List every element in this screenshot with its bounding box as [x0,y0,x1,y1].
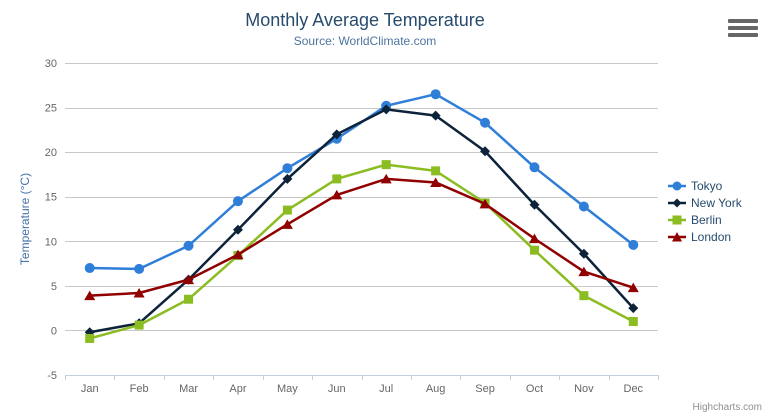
legend: Tokyo New York Berlin London [668,177,742,245]
data-point-tokyo-sep[interactable] [480,117,491,128]
legend-item-new-york[interactable]: New York [668,194,742,211]
legend-label-new-york: New York [691,195,742,210]
legend-diamond-icon [668,198,686,207]
data-point-london-aug[interactable] [430,177,442,187]
data-point-london-mar[interactable] [183,274,195,285]
data-point-new-york-apr[interactable] [232,224,243,235]
series-line-london [88,177,635,297]
hamburger-menu-icon [728,33,758,37]
x-axis-label: May [277,383,298,395]
data-point-london-oct[interactable] [528,233,540,244]
y-axis-label: 0 [51,325,57,337]
data-point-berlin-dec[interactable] [628,317,638,327]
data-point-new-york-dec[interactable] [628,303,639,314]
x-axis-label: Oct [526,383,543,395]
legend-circle-icon [668,181,686,190]
data-point-tokyo-may[interactable] [282,163,293,174]
data-point-new-york-jul[interactable] [381,104,392,115]
data-point-london-dec[interactable] [627,282,639,293]
data-point-london-apr[interactable] [232,249,244,260]
data-point-tokyo-jan[interactable] [84,263,95,274]
data-point-tokyo-dec[interactable] [628,239,639,250]
series-line-new-york [88,108,635,334]
legend-label-berlin: Berlin [691,212,722,227]
data-point-london-feb[interactable] [133,287,145,298]
chart-title: Monthly Average Temperature [245,10,485,30]
y-axis-label: 10 [45,236,57,248]
y-axis-label: 15 [45,192,57,204]
data-point-tokyo-nov[interactable] [578,201,589,212]
chart-subtitle: Source: WorldClimate.com [293,34,437,48]
credits-link[interactable]: Highcharts.com [692,402,762,413]
data-point-london-jun[interactable] [331,189,343,200]
data-point-london-may[interactable] [281,219,293,229]
data-point-berlin-oct[interactable] [529,245,539,255]
legend-label-london: London [691,229,732,244]
series-line-tokyo [88,92,635,271]
data-point-berlin-nov[interactable] [579,291,589,301]
legend-item-tokyo[interactable]: Tokyo [668,177,742,194]
data-point-tokyo-feb[interactable] [134,263,145,274]
data-point-london-jul[interactable] [380,173,392,184]
series-line-berlin [88,163,635,340]
data-point-berlin-jul[interactable] [381,160,391,170]
legend-item-berlin[interactable]: Berlin [668,211,742,228]
hamburger-menu-icon [728,26,758,30]
x-axis-label: Apr [229,383,246,395]
hamburger-menu-icon [728,19,758,23]
y-axis-label: -5 [47,370,57,382]
data-point-tokyo-mar[interactable] [183,240,194,251]
x-axis-label: Nov [574,383,594,395]
x-axis-label: Feb [130,383,149,395]
legend-triangle-icon [668,231,686,241]
data-point-london-nov[interactable] [578,266,590,277]
data-point-berlin-jan[interactable] [85,333,95,343]
x-axis-label: Jan [81,383,99,395]
x-axis-label: Jun [328,383,346,395]
data-point-berlin-mar[interactable] [184,294,194,304]
data-point-berlin-jun[interactable] [332,174,342,184]
x-axis-label: Mar [179,383,198,395]
legend-item-london[interactable]: London [668,228,742,245]
data-point-new-york-sep[interactable] [480,146,491,157]
data-point-new-york-jun[interactable] [331,129,342,140]
data-point-new-york-oct[interactable] [529,199,540,210]
y-axis-label: 30 [45,58,57,70]
data-point-berlin-may[interactable] [282,205,292,215]
data-point-new-york-may[interactable] [282,173,293,184]
data-point-london-sep[interactable] [479,198,491,209]
x-axis-label: Jul [379,383,393,395]
x-axis-label: Dec [624,383,644,395]
data-point-new-york-aug[interactable] [430,110,441,121]
y-axis-title: Temperature (°C) [18,172,32,266]
data-point-new-york-nov[interactable] [578,248,589,259]
legend-label-tokyo: Tokyo [691,178,723,193]
x-axis-label: Sep [475,383,495,395]
export-menu-button[interactable] [728,19,758,40]
data-point-tokyo-apr[interactable] [232,196,243,207]
x-axis-label: Aug [426,383,446,395]
data-point-tokyo-aug[interactable] [430,89,441,100]
y-axis-label: 5 [51,281,57,293]
y-axis-label: 25 [45,103,57,115]
data-point-berlin-feb[interactable] [134,320,144,330]
y-axis-label: 20 [45,147,57,159]
data-point-berlin-aug[interactable] [431,166,441,176]
data-point-tokyo-oct[interactable] [529,162,540,173]
legend-square-icon [668,215,686,224]
data-point-london-jan[interactable] [84,290,96,301]
